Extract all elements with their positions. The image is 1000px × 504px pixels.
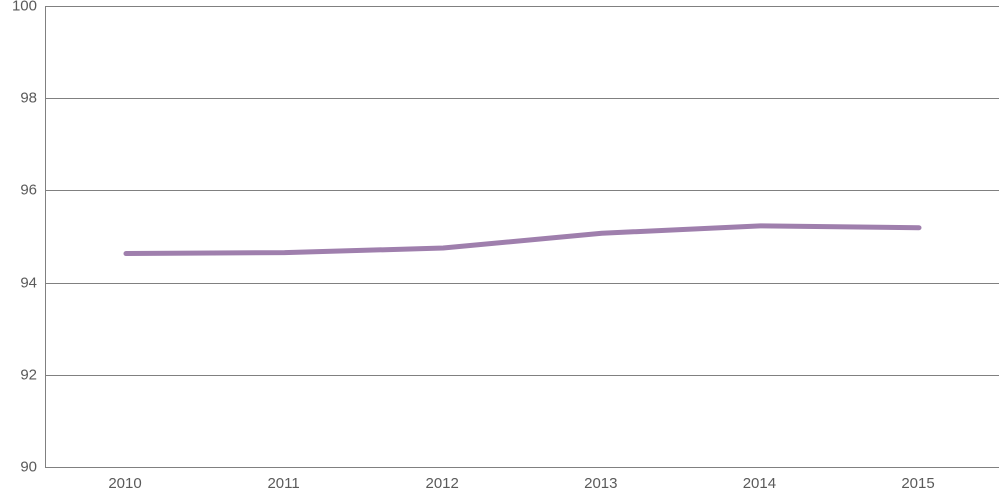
y-tick-label: 96 [0, 182, 37, 199]
x-tick-label: 2012 [426, 475, 459, 492]
x-tick-label: 2015 [901, 475, 934, 492]
y-tick-label: 92 [0, 366, 37, 383]
x-tick-label: 2010 [108, 475, 141, 492]
y-tick-label: 98 [0, 90, 37, 107]
line-chart: 90 92 94 96 98 100 2010 2011 2012 2013 2014 2015 [0, 0, 1000, 504]
x-tick-label: 2013 [584, 475, 617, 492]
plot-area [45, 6, 999, 468]
x-tick-label: 2011 [267, 475, 299, 492]
y-tick-label: 94 [0, 274, 37, 291]
main-series [126, 226, 919, 254]
y-tick-label: 100 [0, 0, 37, 15]
line-layer [46, 6, 999, 467]
y-tick-label: 90 [0, 459, 37, 476]
x-tick-label: 2014 [743, 475, 776, 492]
